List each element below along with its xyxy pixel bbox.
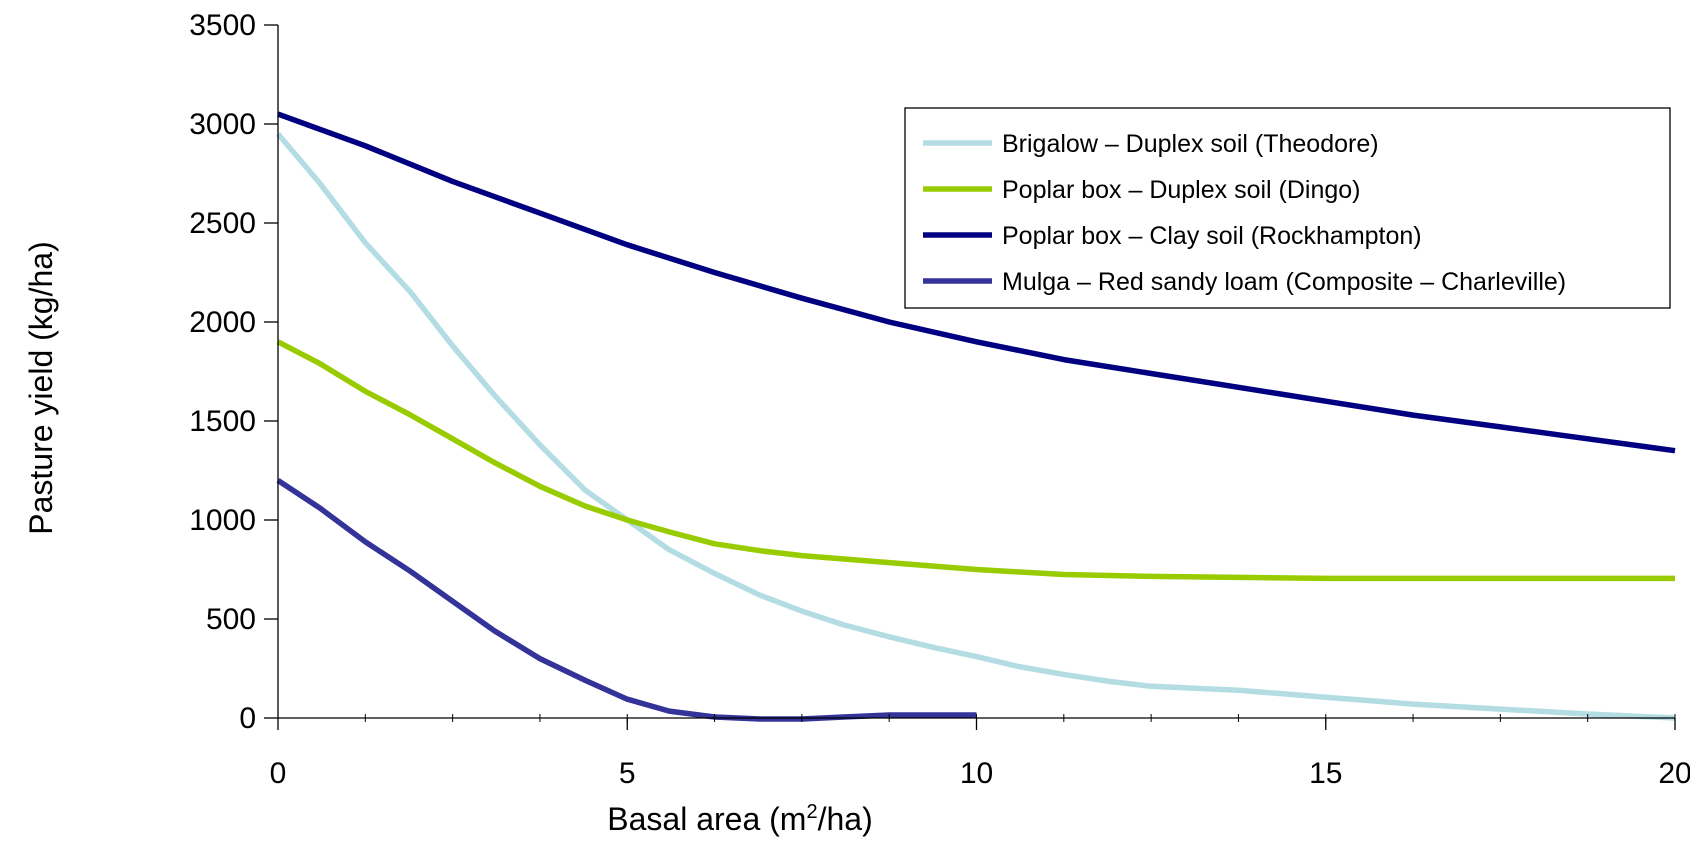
x-tick-label: 10 [960,757,993,790]
series-lines [275,111,1676,722]
y-tick-label: 1000 [189,504,256,537]
series-line-3 [277,111,1676,454]
x-tick-label: 20 [1658,757,1690,790]
y-tick-label: 500 [206,603,256,636]
series-line-4 [276,478,977,722]
legend-label: Brigalow – Duplex soil (Theodore) [1002,130,1379,158]
x-tick-label: 0 [270,757,287,790]
x-axis-title: Basal area (m2/ha) [607,801,872,837]
x-tick-label: 15 [1309,757,1342,790]
legend-label: Poplar box – Duplex soil (Dingo) [1002,176,1361,204]
y-tick-label: 0 [239,702,256,735]
x-axis-title-tail: /ha) [818,801,873,837]
y-tick-label: 3000 [189,108,256,141]
legend-box [904,107,1671,309]
legend: Brigalow – Duplex soil (Theodore) Poplar … [904,107,1671,309]
x-tick-label: 5 [619,757,636,790]
x-axis-title-main: Basal area (m [607,801,806,837]
y-tick-label: 2000 [189,306,256,339]
series-line-1 [275,132,1676,721]
y-tick-label: 3500 [189,9,256,42]
y-tick-label: 2500 [189,207,256,240]
x-axis-title-superscript: 2 [806,801,817,823]
tick-labels: 0 500 1000 1500 2000 2500 3000 3500 0 5 10 15 20 [189,9,1690,790]
series-line-2 [276,339,1675,582]
y-tick-label: 1500 [189,405,256,438]
axes [264,24,1676,730]
legend-label: Poplar box – Clay soil (Rockhampton) [1002,222,1422,250]
y-axis-title: Pasture yield (kg/ha) [23,241,59,534]
legend-label: Mulga – Red sandy loam (Composite – Char… [1002,268,1566,296]
